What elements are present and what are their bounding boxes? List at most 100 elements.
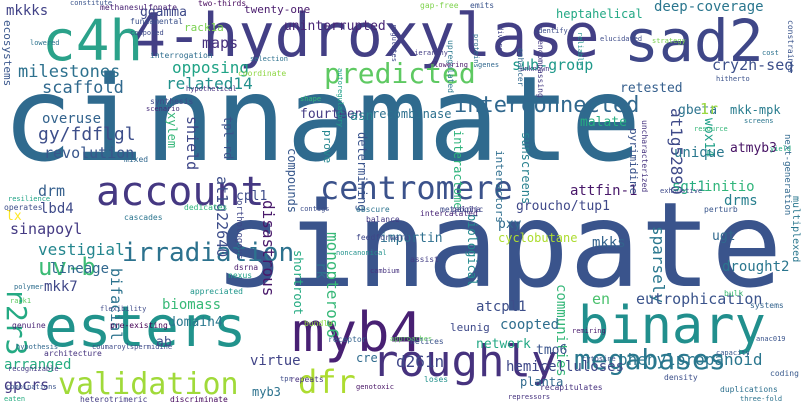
word: cry2h-seq [712,56,794,74]
word: metabolic [440,205,484,214]
word: prove [321,130,334,164]
word: dsrna [234,263,259,272]
word: constitute [70,0,113,7]
word: hypothetical [186,85,237,93]
word: roughly [372,336,558,387]
word: shape [300,95,322,103]
word: wox14 [701,118,716,158]
word: binary [578,296,766,356]
word: sinapate [214,176,783,314]
word: mkks [592,235,626,251]
word: cre [356,351,378,365]
word: drought2 [722,259,790,275]
word: malate [580,115,627,130]
word: bifacial [107,268,125,341]
word: receptor [328,335,367,344]
word: proteins [472,34,480,68]
word: network [476,337,531,352]
word: approaches [390,335,433,343]
word: centromere [320,169,513,207]
word: exhaustive [660,187,703,195]
word: at1g52890 [667,108,686,195]
word: loses [424,375,449,384]
word: lineage [50,261,110,277]
word: disastrous [259,200,278,297]
word: elucidated [600,35,643,43]
word: dfr [298,363,356,401]
word: ab [156,335,172,350]
word: duplications [720,385,778,394]
word: en [592,290,611,308]
word: dedicates [184,203,228,212]
word: polymer [14,283,44,291]
word: cytosine [582,355,616,363]
word: cascades [124,213,163,222]
word: resilience [8,195,51,203]
word: recapitulates [540,383,603,392]
word: flexibility [100,305,147,313]
word: atcpl1 [476,299,527,315]
word: monopteros6 [323,232,342,338]
word: composed [130,29,164,37]
word: maps [202,34,239,52]
word: c4h [42,9,144,74]
word: next-generation [782,134,792,216]
word: esters [44,295,247,360]
word: assist [410,255,439,264]
word: eaten [4,395,26,403]
word: uncharacterized [640,120,649,193]
word: fundamental [130,17,183,26]
word: cambium [370,267,400,275]
word: megabases [574,343,726,376]
word: revolution [44,144,135,162]
word: discriminate [170,395,228,404]
word: communities [553,284,569,377]
word: recombinase [372,107,452,121]
word: mkkks [6,3,49,19]
word: initio [704,179,755,195]
word: repeats [290,375,324,384]
word: upregulated [446,40,455,93]
word: importin [380,231,443,246]
word: perturb [704,205,738,214]
word: orthologous [234,200,244,260]
word: overuse [42,111,102,127]
word: irradiation [122,238,295,268]
word: scaffold [42,78,124,98]
word: leunig [450,321,490,334]
word: vestigial [38,240,125,259]
word: 1r [700,100,719,118]
word: validation [58,367,239,402]
word: lbd4 [40,201,74,217]
word: tmo6 [536,343,568,358]
word: noncanonical [336,249,387,257]
word: ugt [712,229,736,244]
word: planta [520,375,564,389]
word: coordinate [238,69,287,78]
word: encompassing [536,40,545,98]
word: intercalated [420,209,478,218]
word: emits [470,1,495,10]
word: rack1a [184,21,224,34]
word: mixed [124,155,149,164]
word: obscure [356,205,390,214]
word: cost [762,49,779,57]
word: groucho/tup1 [516,199,610,214]
word: multiplexed [790,196,801,263]
word: biomass [162,297,222,313]
word: pxy [498,217,522,232]
word: hypothesis [16,343,59,351]
word: shortroot [291,250,305,316]
word: predicted [324,57,476,90]
word: selection [250,55,288,63]
word: capacity [716,349,750,357]
word: genes [478,61,500,69]
word: screens [744,117,774,125]
word: cpl1 [236,189,268,204]
word: at1g22640 [213,176,231,258]
word: rk [313,262,329,279]
word: sad2 [624,7,764,75]
word: systems [750,301,784,310]
word: cinnamate [2,50,642,188]
